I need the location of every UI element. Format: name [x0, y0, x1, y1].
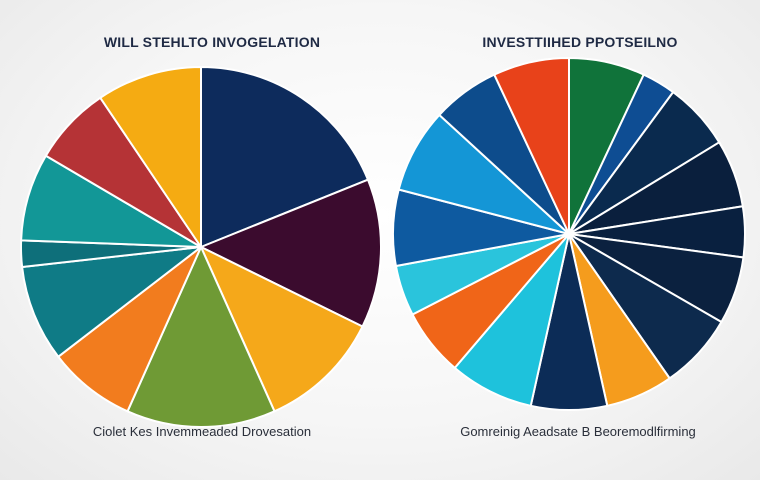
right-chart-caption: Gomreinig Aeadsate B Beoremodlfirming: [460, 424, 696, 439]
left-pie-slice-10: [99, 66, 202, 248]
left-chart: WILL STEHLTO INVOGELATION Ciolet Kes Inv…: [19, 34, 382, 439]
left-pie-slice-6: [21, 246, 202, 358]
left-pie-slice-1: [200, 66, 369, 248]
left-chart-title: WILL STEHLTO INVOGELATION: [103, 34, 321, 50]
left-pie-chart: [19, 66, 382, 429]
left-pie-slice-2: [200, 178, 382, 328]
left-pie-slice-4: [126, 246, 276, 429]
left-pie-slice-3: [200, 246, 364, 413]
left-chart-caption: Ciolet Kes Invemmeaded Drovesation: [92, 424, 312, 439]
right-pie-chart: [392, 57, 746, 411]
right-pie-slice-16: [493, 57, 570, 235]
right-chart-title: INVESTTIIHED PPOTSEILNO: [482, 34, 678, 50]
right-chart: INVESTTIIHED PPOTSEILNO Gomreinig Aeadsa…: [380, 0, 760, 480]
